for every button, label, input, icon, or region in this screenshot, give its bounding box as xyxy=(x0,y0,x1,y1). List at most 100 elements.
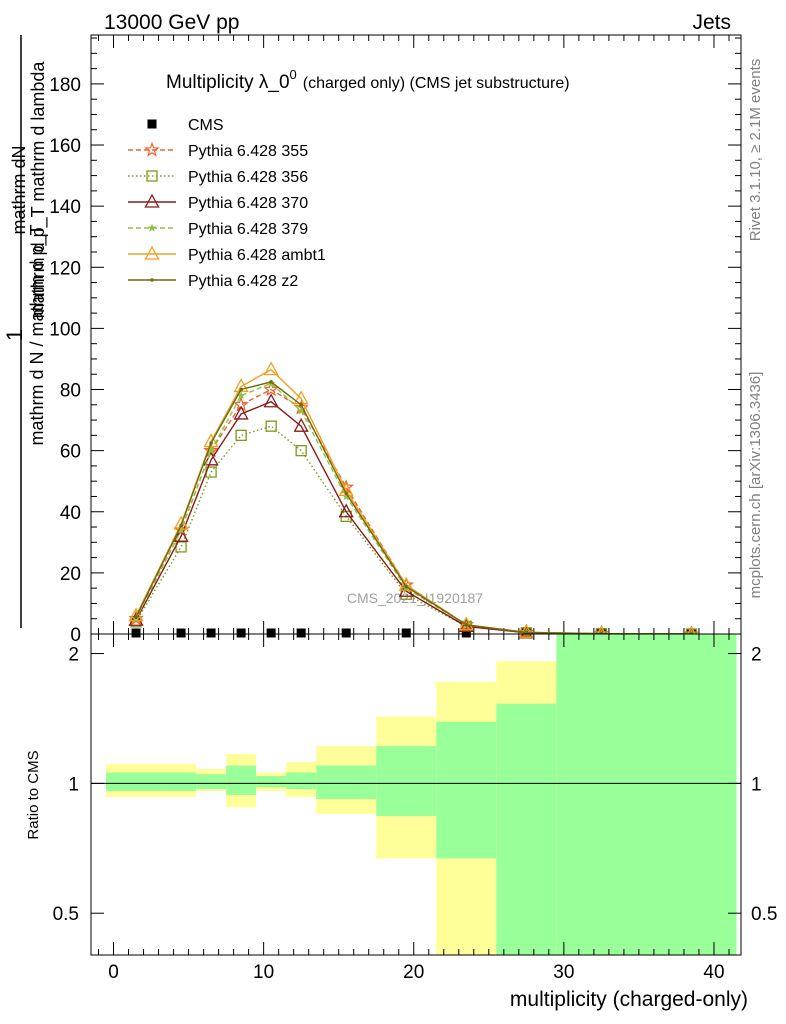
data-point-triangle xyxy=(338,503,354,518)
band-green xyxy=(166,772,197,792)
y-label-denominator: mathrm d p_T mathrm d lambda xyxy=(28,61,49,319)
x-tick-label: 0 xyxy=(108,962,119,983)
y-tick-label: 40 xyxy=(60,503,81,524)
main-plot-panel: 0 20 40 60 80 100 120 140 160 180 Multiplicity λ_… xyxy=(49,34,742,646)
chart-title-sub: (charged only) (CMS jet substructure) xyxy=(303,75,570,92)
x-tick-label: 10 xyxy=(253,962,274,983)
x-tick-label: 40 xyxy=(703,962,724,983)
y-tick-label: 120 xyxy=(49,258,81,279)
legend-label: Pythia 6.428 ambt1 xyxy=(188,247,326,264)
data-point-star xyxy=(263,381,279,397)
legend-label: Pythia 6.428 356 xyxy=(188,169,308,186)
chart-title-sup: 0 xyxy=(290,67,297,82)
ratio-y-tick-label-right: 1 xyxy=(751,774,762,795)
data-point-triangle xyxy=(144,245,160,260)
data-point-star xyxy=(206,446,216,455)
data-point-dot xyxy=(269,380,273,384)
series-layer xyxy=(128,361,700,641)
data-point-triangle xyxy=(128,607,144,622)
legend-label: CMS xyxy=(188,117,224,134)
data-point-dot xyxy=(134,615,138,619)
data-point-star xyxy=(236,391,246,400)
ratio-y-tick-label-right: 2 xyxy=(751,645,762,666)
data-point-triangle xyxy=(203,451,219,466)
ratio-y-label: Ratio to CMS xyxy=(25,750,42,839)
data-point-triangle xyxy=(128,611,144,626)
ratio-plot-frame xyxy=(90,633,742,956)
data-point-square-open xyxy=(146,170,158,182)
ratio-y-tick-label-right: 0.5 xyxy=(751,904,777,925)
data-point-dot xyxy=(239,387,243,392)
ratio-y-tick-label: 2 xyxy=(68,645,79,666)
data-point-dot xyxy=(150,278,154,282)
data-point-square xyxy=(206,628,216,638)
band-green xyxy=(556,634,737,955)
x-tick-label: 30 xyxy=(553,962,574,983)
x-tick-label: 20 xyxy=(403,962,424,983)
band-green xyxy=(106,772,167,792)
y-tick-label: 140 xyxy=(49,197,81,218)
data-point-triangle xyxy=(233,405,249,420)
data-point-triangle xyxy=(338,481,354,497)
data-point-dot xyxy=(344,491,348,496)
band-green xyxy=(286,772,317,790)
uncertainty-bands xyxy=(106,634,737,955)
band-green xyxy=(256,776,287,788)
band-green xyxy=(376,746,437,817)
data-point-dot xyxy=(299,402,303,407)
data-point-star xyxy=(176,525,186,534)
data-point-triangle xyxy=(263,361,279,376)
data-point-square-open xyxy=(265,420,277,432)
mcplots-label: mcplots.cern.ch [arXiv:1306.3436] xyxy=(747,372,764,599)
category-label: Jets xyxy=(692,11,731,34)
data-point-dot xyxy=(404,584,409,589)
data-point-square-open xyxy=(235,429,247,442)
ratio-plot-panel: 0.5 0.51 12 20 10 20 30 40 Ratio to CMS multipl… xyxy=(25,633,777,1011)
series-line xyxy=(135,382,692,635)
data-point-triangle xyxy=(173,527,189,542)
ratio-axes: 0.5 0.51 12 20 10 20 30 40 xyxy=(53,634,777,983)
data-point-dot xyxy=(524,630,529,635)
energy-label: 13000 GeV pp xyxy=(104,11,239,34)
data-point-triangle xyxy=(263,393,279,408)
y-tick-label: 100 xyxy=(49,319,81,340)
data-point-square xyxy=(131,628,141,638)
y-label-numerator: mathrm dN xyxy=(9,145,29,234)
legend: CMS Pythia 6.428 355 Pythia 6.428 356 Pythi… xyxy=(128,117,326,290)
data-point-star xyxy=(173,521,189,537)
legend-label: Pythia 6.428 z2 xyxy=(188,273,298,290)
main-y-axis-label: 1 mathrm d N / mathrm d p_T mathrm dN ma… xyxy=(2,35,49,628)
ratio-y-tick-label: 1 xyxy=(68,774,79,795)
main-y-axis: 0 20 40 60 80 100 120 140 160 180 xyxy=(49,35,741,646)
chart-title: Multiplicity λ_00 (charged only) (CMS jet… xyxy=(166,67,570,93)
chart-title-main: Multiplicity λ_0 xyxy=(166,72,290,93)
data-point-triangle xyxy=(144,193,160,208)
data-point-dot xyxy=(179,523,183,528)
y-label-one: 1 xyxy=(2,329,27,341)
y-tick-label: 0 xyxy=(70,625,81,646)
y-tick-label: 80 xyxy=(60,381,81,402)
y-tick-label: 160 xyxy=(49,136,81,157)
data-point-triangle xyxy=(203,433,219,448)
y-label-prefix-denominator: mathrm d N / mathrm d p_T xyxy=(27,224,48,445)
band-green xyxy=(226,765,257,795)
band-green xyxy=(316,765,377,799)
y-tick-label: 180 xyxy=(49,75,81,96)
data-point-dot xyxy=(209,441,213,445)
data-point-square xyxy=(236,628,246,638)
series-2 xyxy=(130,420,698,640)
ratio-y-tick-label: 0.5 xyxy=(53,904,79,925)
data-point-star xyxy=(144,141,160,157)
band-green xyxy=(196,774,227,790)
data-point-star xyxy=(147,223,157,232)
data-point-star xyxy=(341,492,351,501)
data-point-square xyxy=(296,628,306,638)
analysis-watermark: CMS_2021_I1920187 xyxy=(347,590,483,606)
data-point-triangle xyxy=(398,576,414,591)
data-point-square xyxy=(266,628,276,638)
data-point-triangle xyxy=(458,616,474,631)
y-tick-label: 20 xyxy=(60,564,81,585)
data-point-triangle xyxy=(233,378,249,393)
band-green xyxy=(436,721,497,859)
